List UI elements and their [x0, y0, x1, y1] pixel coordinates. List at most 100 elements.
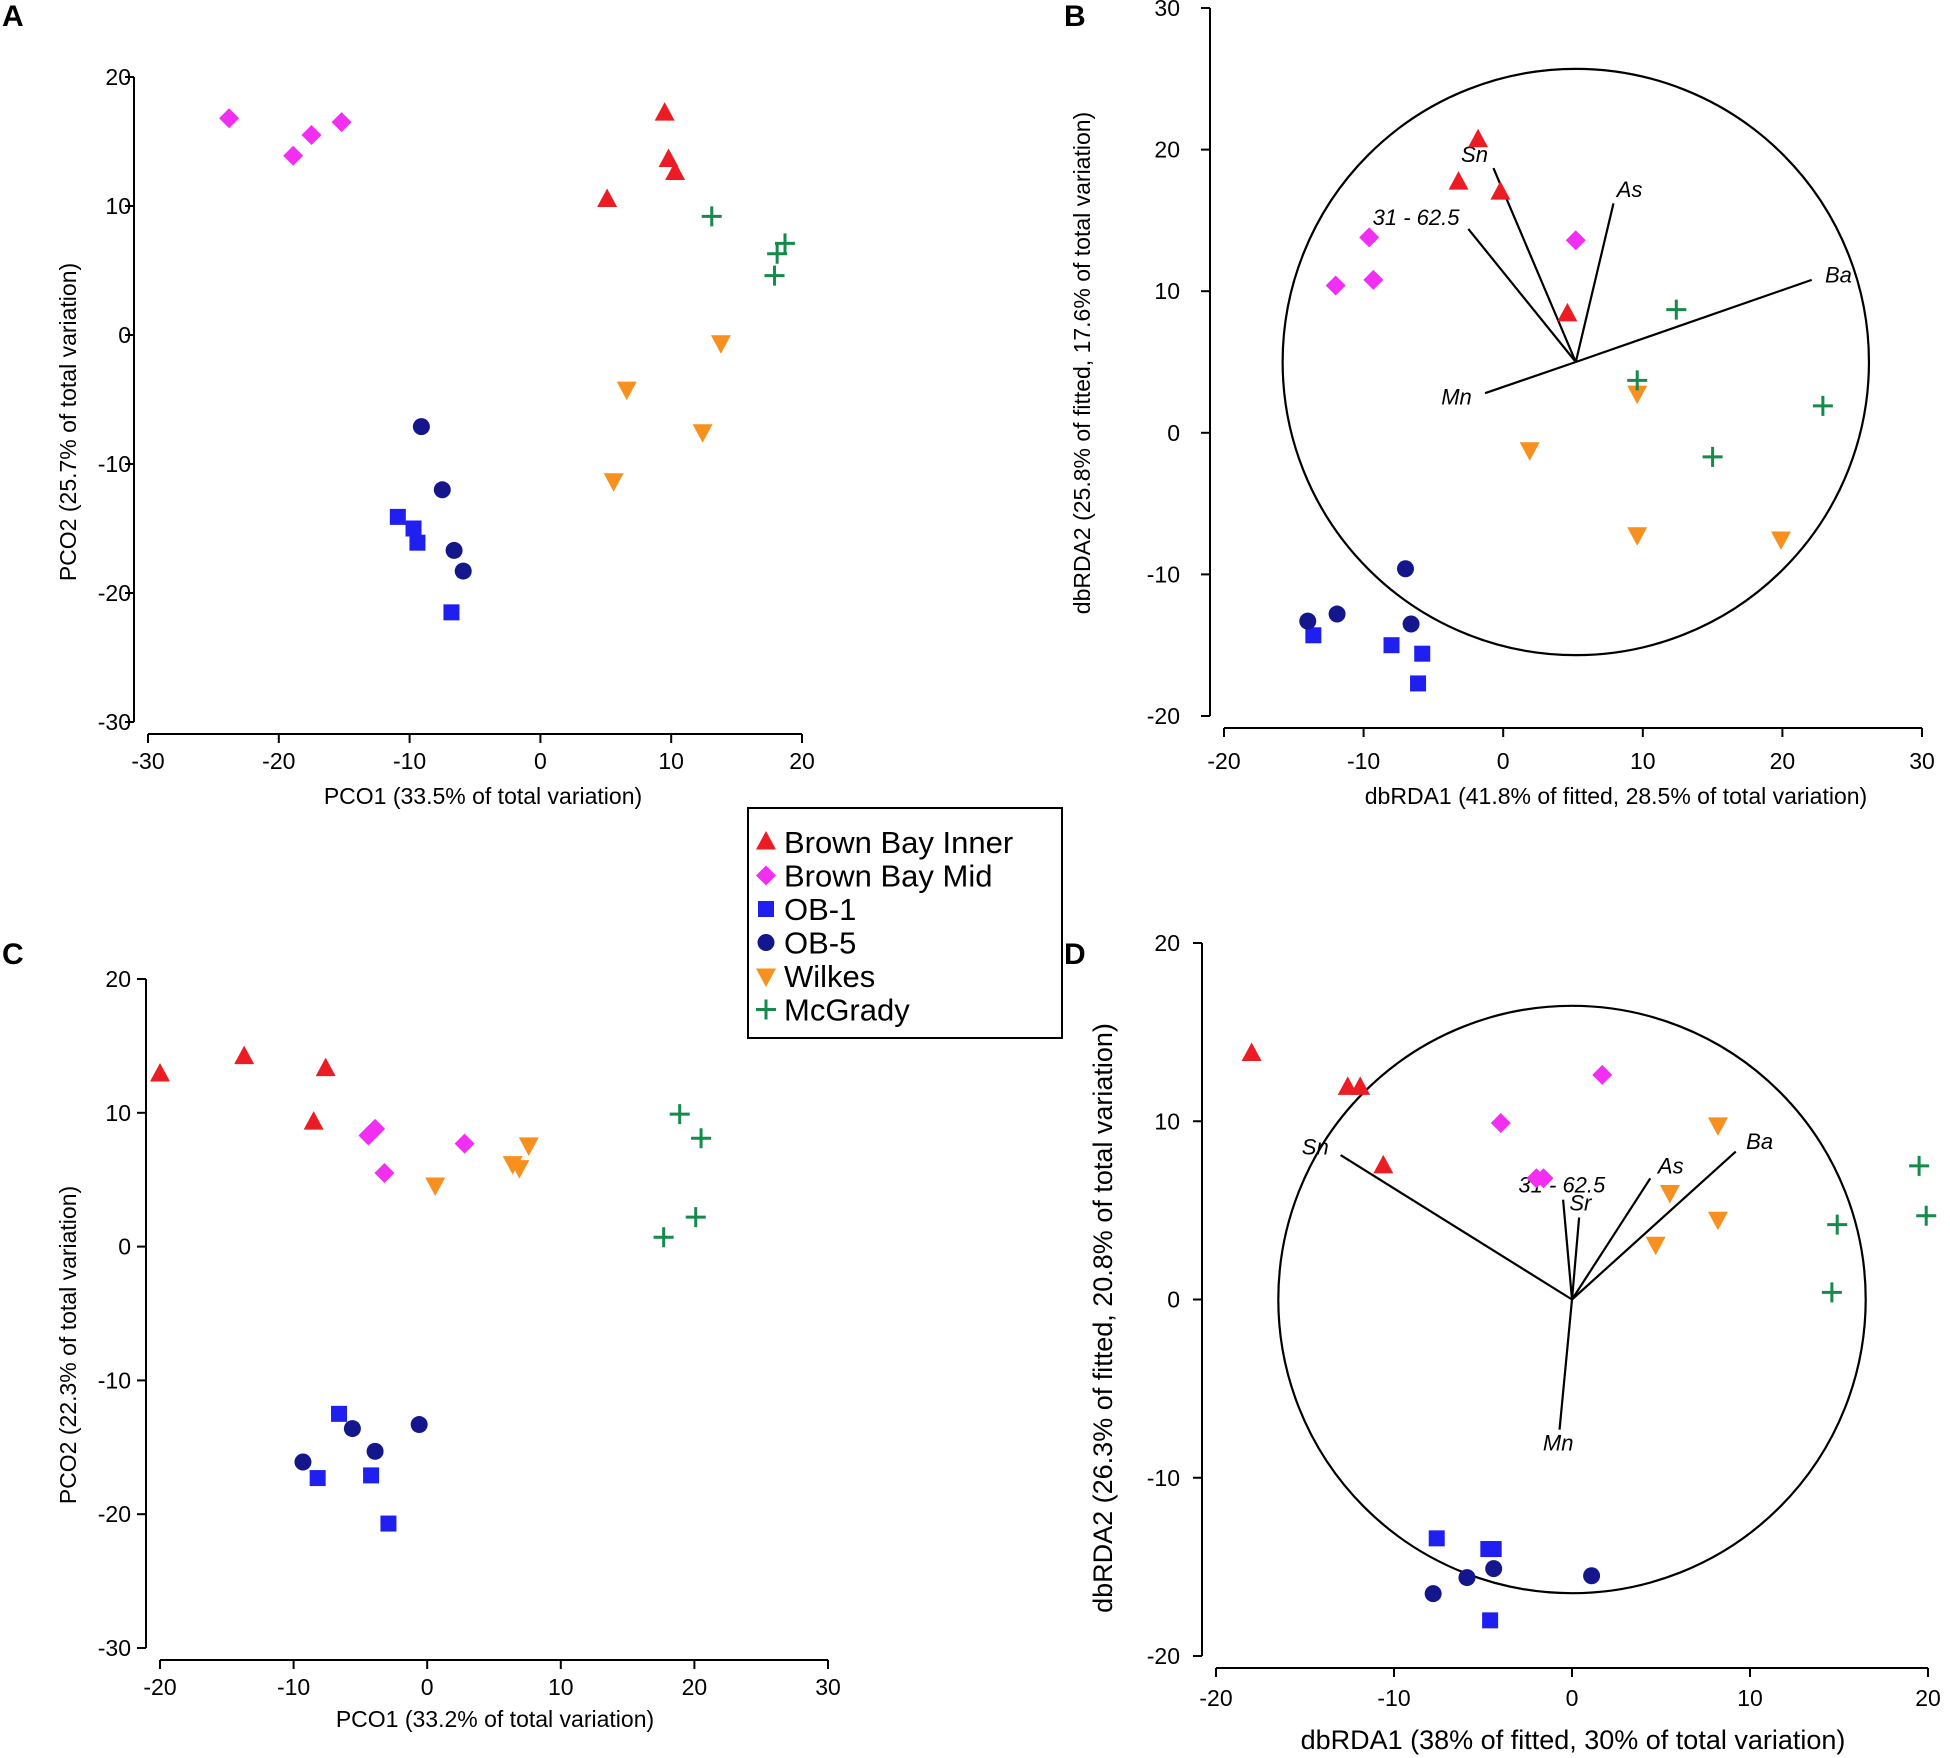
- panel-d-point-wilkes: [1659, 1185, 1680, 1204]
- panel-a-point-ob-1: [409, 534, 426, 551]
- panel-a-x-tick-label: -20: [262, 748, 295, 774]
- panel-c-x-tick-label: 10: [548, 1674, 574, 1700]
- panel-c-y-tick-label: 20: [105, 966, 131, 992]
- panel-a-point-ob-1: [443, 604, 460, 621]
- panel-c-point-ob-1: [309, 1470, 326, 1487]
- panel-b-point-wilkes: [1519, 442, 1540, 461]
- panel-b-x-tick-label: 30: [1909, 748, 1935, 774]
- panel-c-point-ob-1: [363, 1467, 380, 1484]
- panel-c-x-tick-label: 20: [682, 1674, 708, 1700]
- panel-d-vector-label-sn: Sn: [1302, 1135, 1329, 1160]
- panel-a-point-brown-bay-mid: [219, 108, 240, 129]
- panel-b-point-ob-1: [1305, 627, 1322, 644]
- legend-label-wilkes: Wilkes: [784, 959, 875, 994]
- panel-b-x-label: dbRDA1 (41.8% of fitted, 28.5% of total …: [1365, 783, 1867, 809]
- panel-c-point-mcgrady: [653, 1227, 674, 1248]
- panel-a-y-tick-label: 0: [118, 322, 131, 348]
- legend-marker-brown-bay-mid: [756, 865, 776, 886]
- panel-d-point-mcgrady: [1821, 1282, 1842, 1303]
- panel-b-point-ob-5: [1402, 615, 1420, 633]
- panel-b-vector-ba: [1575, 278, 1813, 364]
- panel-d-point-mcgrady: [1909, 1155, 1930, 1176]
- panel-c-point-ob-1: [380, 1515, 397, 1532]
- panel-c-point-mcgrady: [685, 1207, 706, 1228]
- panel-d-point-ob-5: [1485, 1560, 1503, 1578]
- panel-b-point-mcgrady: [1812, 395, 1833, 416]
- panel-a-x-tick-label: 10: [658, 748, 684, 774]
- panel-d-x-tick-label: 20: [1915, 1685, 1941, 1711]
- panel-c-point-brown-bay-inner: [150, 1062, 170, 1082]
- panel-b-point-wilkes: [1627, 385, 1648, 405]
- panel-d-point-mcgrady: [1827, 1214, 1848, 1235]
- panel-b-point-brown-bay-mid: [1565, 230, 1586, 251]
- legend-label-mcgrady: McGrady: [784, 993, 910, 1028]
- panel-b-x-tick-label: -10: [1347, 748, 1380, 774]
- panel-b-y-tick-label: 30: [1154, 0, 1180, 21]
- panel-a-point-ob-5: [433, 481, 451, 499]
- panel-a-point-brown-bay-inner: [654, 102, 675, 121]
- panel-b-vector-as: [1574, 203, 1615, 363]
- panel-c-point-wilkes: [425, 1177, 446, 1197]
- panel-d-vector-as: [1571, 1177, 1652, 1301]
- panel-b-point-brown-bay-mid: [1359, 227, 1380, 248]
- panel-b-correlation-circle: [1281, 67, 1871, 657]
- panel-d-y-tick-label: 20: [1154, 930, 1180, 956]
- panel-d-point-wilkes: [1707, 1211, 1728, 1231]
- panel-a-y-tick-label: -10: [98, 451, 131, 477]
- panel-c-point-ob-5: [343, 1420, 361, 1438]
- panel-a-point-brown-bay-inner: [665, 161, 686, 180]
- panel-d-vector-label-as: As: [1656, 1154, 1684, 1179]
- panel-a-y-tick-label: -20: [98, 580, 131, 606]
- panel-a-point-brown-bay-mid: [331, 112, 352, 133]
- panel-c-point-wilkes: [509, 1160, 530, 1179]
- panel-a-point-wilkes: [616, 381, 637, 401]
- panel-d-x-tick-label: 10: [1737, 1685, 1763, 1711]
- panel-c-x-label: PCO1 (33.2% of total variation): [336, 1706, 654, 1732]
- panel-b-point-ob-5: [1328, 605, 1346, 623]
- panel-b-vector-label-as: As: [1615, 177, 1643, 202]
- panel-c-y-label: PCO2 (22.3% of total variation): [55, 1186, 81, 1504]
- panel-a-point-ob-1: [405, 520, 422, 537]
- panel-d-point-brown-bay-inner: [1241, 1042, 1262, 1062]
- panel-b-point-ob-1: [1383, 637, 1400, 654]
- panel-b-y-label: dbRDA2 (25.8% of fitted, 17.6% of total …: [1069, 112, 1095, 614]
- panel-c-point-ob-5: [294, 1453, 312, 1471]
- panel-c-y-tick-label: -20: [98, 1501, 131, 1527]
- legend-marker-wilkes: [756, 968, 776, 987]
- panel-d-y-tick-label: 0: [1167, 1287, 1180, 1313]
- legend-marker-ob-5: [757, 934, 775, 951]
- legend-label-brown-bay-inner: Brown Bay Inner: [784, 825, 1013, 860]
- panel-b-point-brown-bay-inner: [1490, 181, 1511, 200]
- panel-d-point-ob-5: [1458, 1569, 1476, 1587]
- panel-b-vector-label-ba: Ba: [1825, 262, 1852, 287]
- panel-b-y-tick-label: -20: [1147, 703, 1180, 729]
- legend-box: [747, 807, 1063, 1039]
- panel-d-vector-sn: [1340, 1154, 1573, 1301]
- panel-a-x-tick-label: -10: [393, 748, 426, 774]
- panel-d-vector-sr: [1570, 1217, 1581, 1300]
- panel-d-y-tick-label: -10: [1147, 1465, 1180, 1491]
- panel-d-vector-label-sr: Sr: [1569, 1191, 1593, 1216]
- panel-b-x-tick-label: 10: [1630, 748, 1656, 774]
- panel-b-point-ob-1: [1414, 645, 1431, 662]
- panel-a-letter: A: [2, 0, 24, 33]
- panel-a-x-tick-label: 0: [534, 748, 547, 774]
- panel-a-y-tick-label: 20: [105, 64, 131, 90]
- panel-d-y-tick-label: 10: [1154, 1108, 1180, 1134]
- panel-b-vector-sn: [1492, 167, 1577, 363]
- panel-a-point-mcgrady: [764, 265, 785, 286]
- panel-b-point-brown-bay-inner: [1448, 171, 1469, 190]
- legend-label-brown-bay-mid: Brown Bay Mid: [784, 859, 992, 894]
- legend-label-ob-5: OB-5: [784, 926, 856, 961]
- panel-a-point-brown-bay-inner: [597, 188, 618, 208]
- panel-a-point-ob-5: [445, 541, 463, 559]
- panel-c-x-tick-label: 30: [815, 1674, 841, 1700]
- panel-b-point-brown-bay-inner: [1557, 302, 1578, 322]
- panel-b-point-wilkes: [1771, 531, 1792, 550]
- panel-c-y-tick-label: -10: [98, 1367, 131, 1393]
- panel-a-point-wilkes: [692, 424, 713, 443]
- panel-d-point-wilkes: [1707, 1117, 1728, 1136]
- panel-c-point-ob-1: [331, 1405, 348, 1422]
